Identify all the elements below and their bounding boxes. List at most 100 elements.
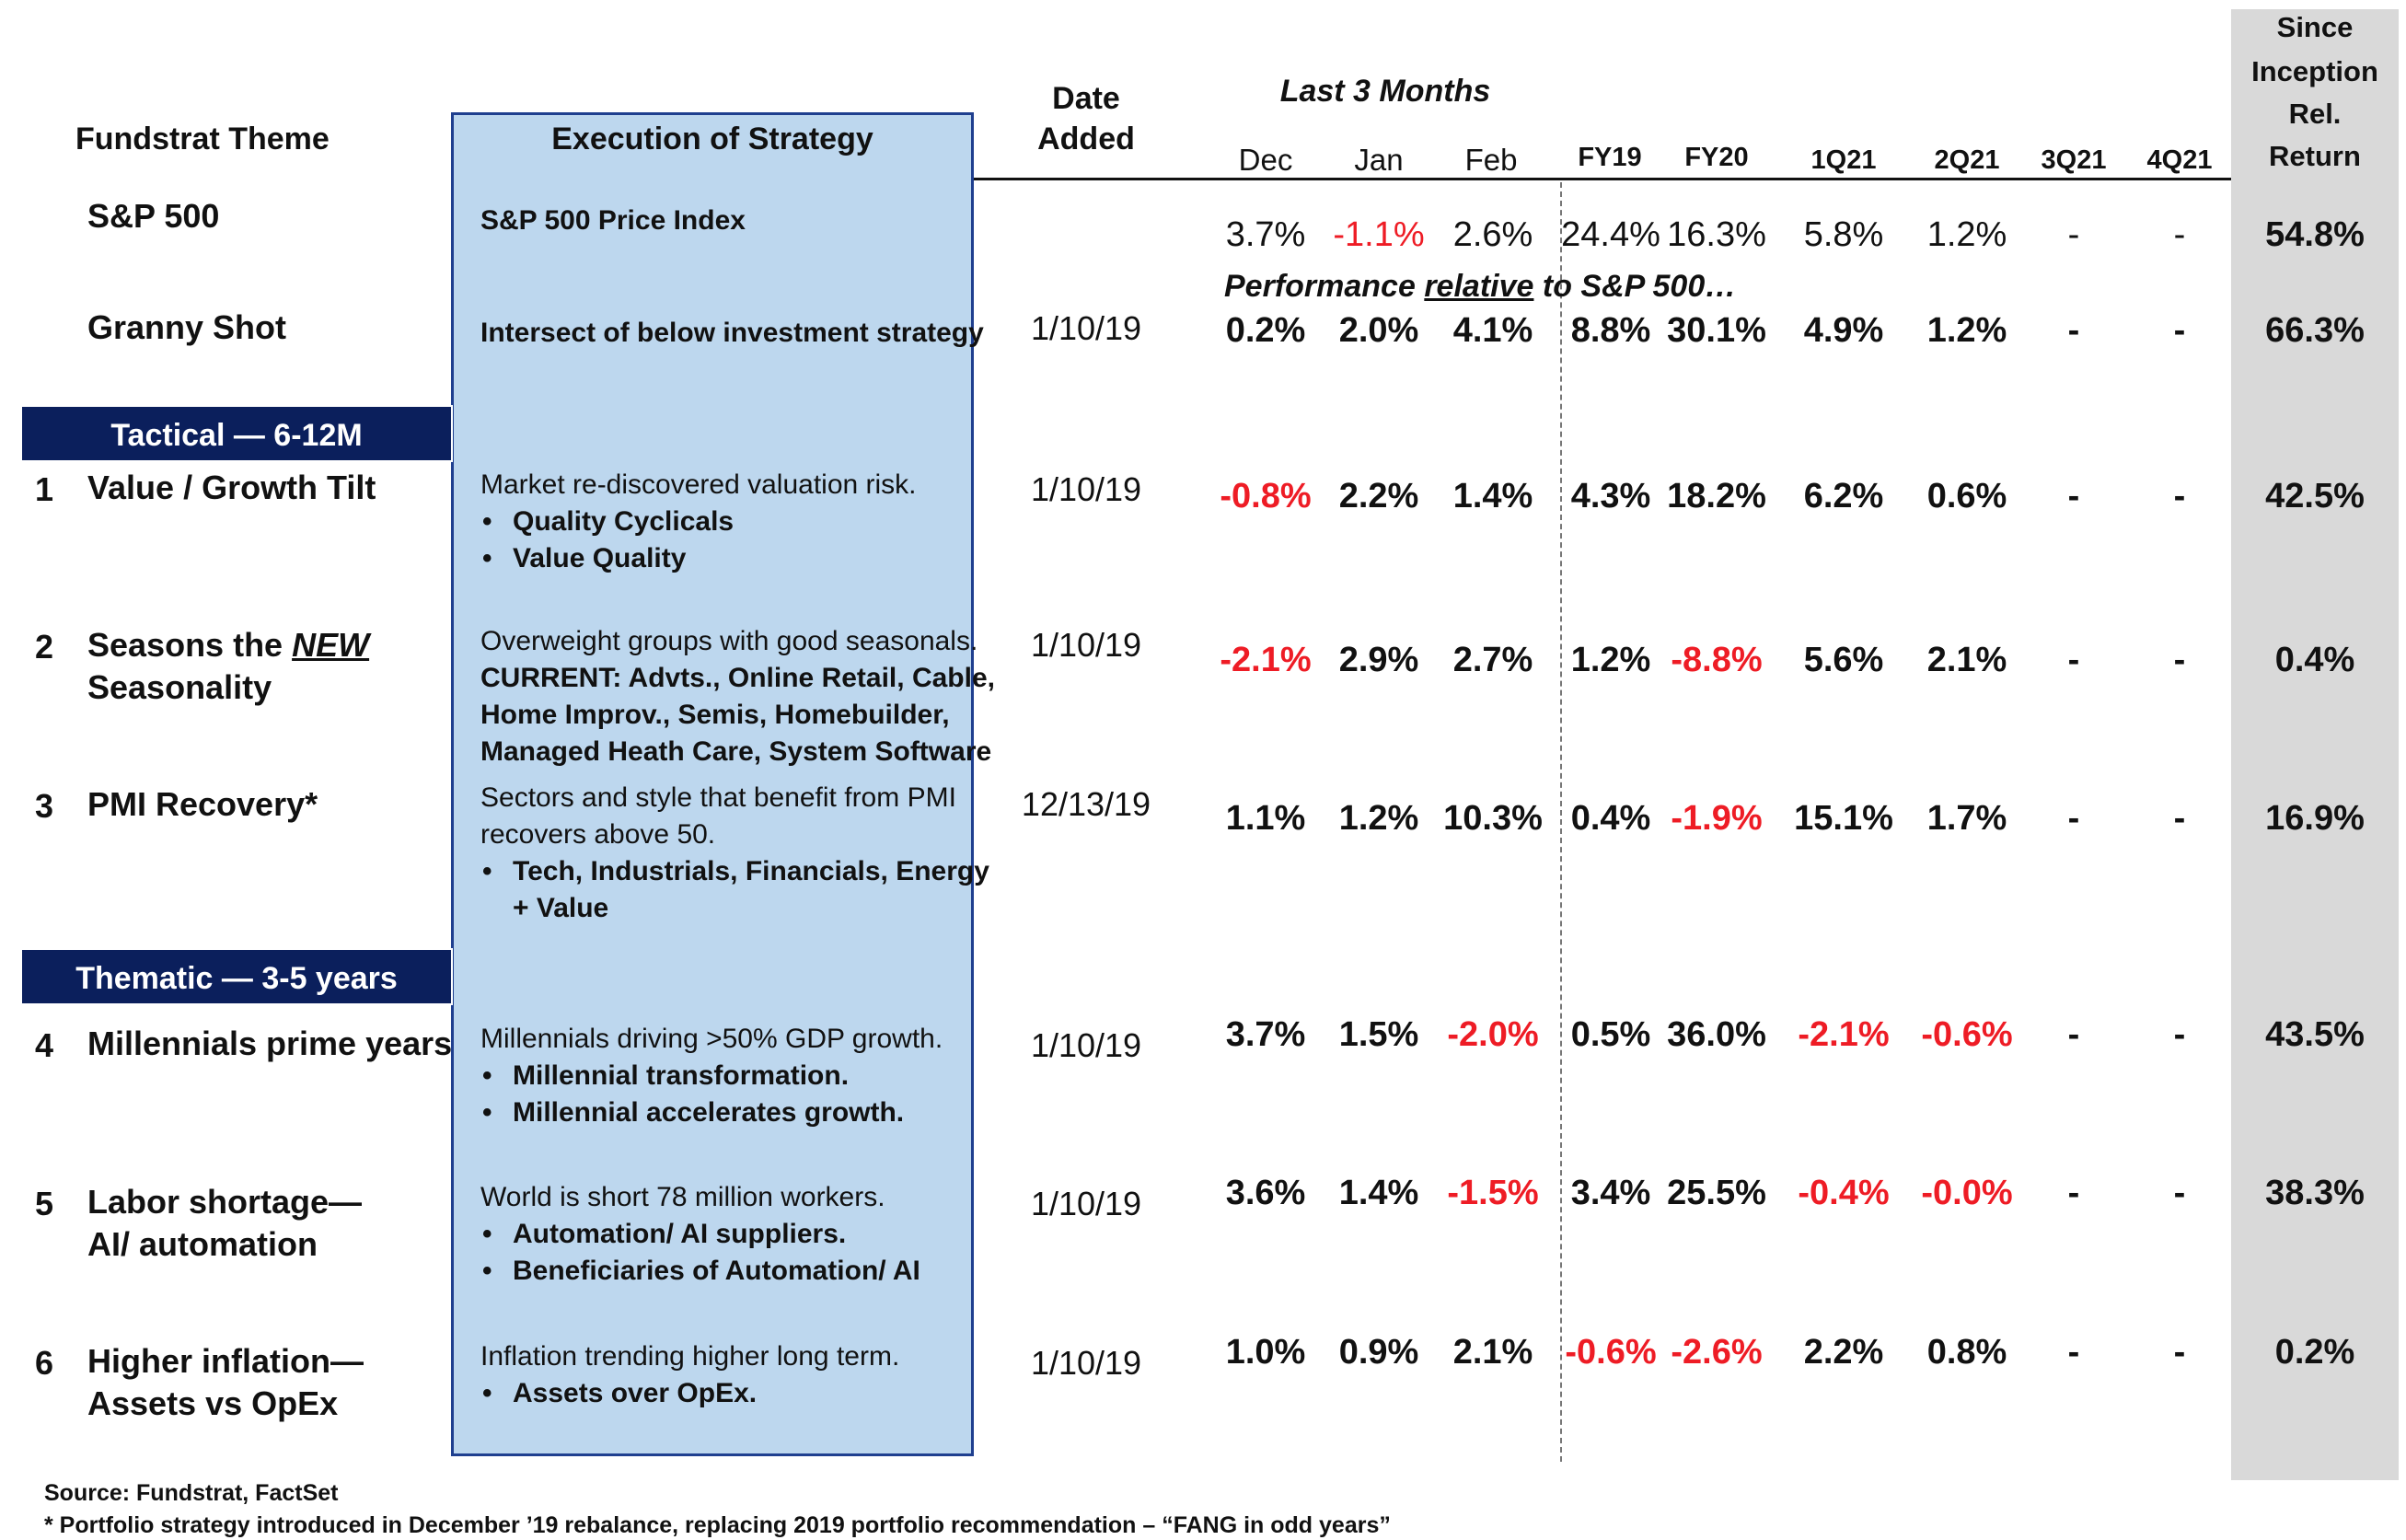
row4-date: 1/10/19: [1030, 1026, 1142, 1064]
row4-feb-value: -2.0%: [1447, 1015, 1539, 1054]
row3-1q21-value: 15.1%: [1794, 799, 1893, 838]
sp500-4q21-value: -: [2173, 215, 2186, 254]
row5-2q21-value: -0.0%: [1921, 1174, 2013, 1212]
row4-fy20-value: 36.0%: [1667, 1015, 1766, 1054]
row5-feb-value: -1.5%: [1447, 1174, 1539, 1212]
sp500-theme: S&P 500: [87, 197, 220, 235]
row3-date: 12/13/19: [1021, 785, 1151, 823]
row1-3q21-value: -: [2067, 477, 2080, 515]
row5-number: 5: [35, 1185, 54, 1222]
header-fy20: FY20: [1684, 143, 1749, 172]
note-prefix: Performance: [1224, 269, 1425, 304]
row1-feb-value: 1.4%: [1452, 477, 1533, 515]
sp500-dec-value: 3.7%: [1225, 215, 1306, 254]
row6-theme-line2: Assets vs OpEx: [87, 1384, 339, 1422]
row6-1q21-value: 2.2%: [1803, 1333, 1884, 1372]
row6-fy20-value: -2.6%: [1671, 1333, 1763, 1372]
row3-bullet-1: Tech, Industrials, Financials, Energy: [480, 853, 989, 890]
header-last-3-months: Last 3 Months: [1279, 74, 1491, 109]
header-execution-of-strategy: Execution of Strategy: [551, 122, 873, 156]
row2-feb-value: 2.7%: [1452, 641, 1533, 679]
row2-date: 1/10/19: [1030, 626, 1142, 664]
sp500-3q21-value: -: [2067, 215, 2080, 254]
row6-date: 1/10/19: [1030, 1344, 1142, 1382]
row6-dec-value: 1.0%: [1225, 1333, 1306, 1372]
row5-jan-value: 1.4%: [1338, 1174, 1419, 1212]
row5-dec-value: 3.6%: [1225, 1174, 1306, 1212]
row5-exec-intro: World is short 78 million workers.: [480, 1182, 885, 1212]
header-month-jan: Jan: [1354, 143, 1404, 177]
row1-date: 1/10/19: [1030, 470, 1142, 508]
row5-fy19-value: 3.4%: [1570, 1174, 1651, 1212]
sp500-2q21-value: 1.2%: [1926, 215, 2007, 254]
row1-fy20-value: 18.2%: [1667, 477, 1766, 515]
row3-3q21-value: -: [2067, 799, 2080, 838]
row6-feb-value: 2.1%: [1452, 1333, 1533, 1372]
row2-execution: Overweight groups with good seasonals. C…: [480, 623, 995, 770]
footer-note: * Portfolio strategy introduced in Decem…: [44, 1512, 1391, 1538]
granny-1q21-value: 4.9%: [1803, 311, 1884, 350]
row4-2q21-value: -0.6%: [1921, 1015, 2013, 1054]
row6-number: 6: [35, 1344, 54, 1382]
row4-4q21-value: -: [2173, 1015, 2186, 1054]
row1-4q21-value: -: [2173, 477, 2186, 515]
row5-bullet-1: Automation/ AI suppliers.: [480, 1216, 920, 1253]
row2-2q21-value: 2.1%: [1926, 641, 2007, 679]
row3-exec-intro-2: recovers above 50.: [480, 819, 716, 850]
row3-theme: PMI Recovery*: [87, 785, 318, 823]
row5-date: 1/10/19: [1030, 1185, 1142, 1222]
performance-relative-note: Performance relative to S&P 500…: [1224, 269, 1736, 305]
row4-execution: Millennials driving >50% GDP growth. Mil…: [480, 1021, 943, 1131]
row1-since: 42.5%: [2265, 477, 2365, 515]
row2-3q21-value: -: [2067, 641, 2080, 679]
granny-date: 1/10/19: [1030, 309, 1142, 347]
row3-execution: Sectors and style that benefit from PMI …: [480, 780, 989, 927]
row1-dec-value: -0.8%: [1220, 477, 1312, 515]
since-inception-column-bg: [2231, 9, 2399, 1480]
header-3q21: 3Q21: [2041, 145, 2107, 175]
row2-theme-line1: Seasons the NEW: [87, 624, 369, 666]
granny-feb-value: 4.1%: [1452, 311, 1533, 350]
row2-fy19-value: 1.2%: [1570, 641, 1651, 679]
granny-fy19-value: 8.8%: [1570, 311, 1651, 350]
row5-bullet-2: Beneficiaries of Automation/ AI: [480, 1253, 920, 1290]
header-rule: [974, 178, 2231, 180]
row6-theme: Higher inflation— Assets vs OpEx: [87, 1340, 364, 1425]
row3-fy19-value: 0.4%: [1570, 799, 1651, 838]
row5-execution: World is short 78 million workers. Autom…: [480, 1179, 920, 1290]
row2-exec-bold-2: Home Improv., Semis, Homebuilder,: [480, 700, 950, 730]
row2-theme-emph: NEW: [292, 626, 370, 664]
row6-jan-value: 0.9%: [1338, 1333, 1419, 1372]
banner-thematic: Thematic — 3-5 years: [20, 948, 453, 1005]
granny-since: 66.3%: [2265, 311, 2365, 350]
row1-1q21-value: 6.2%: [1803, 477, 1884, 515]
row3-bullet-1-cont: + Value: [513, 893, 609, 923]
header-since-line4: Return: [2269, 140, 2361, 172]
row1-theme: Value / Growth Tilt: [87, 469, 376, 506]
row3-4q21-value: -: [2173, 799, 2186, 838]
banner-tactical: Tactical — 6-12M: [20, 405, 453, 462]
row2-since: 0.4%: [2274, 641, 2355, 679]
row4-number: 4: [35, 1026, 54, 1064]
row4-bullet-1: Millennial transformation.: [480, 1058, 943, 1094]
row3-2q21-value: 1.7%: [1926, 799, 2007, 838]
sp500-execution: S&P 500 Price Index: [480, 205, 746, 236]
row5-theme-line2: AI/ automation: [87, 1225, 318, 1263]
header-fy19: FY19: [1578, 143, 1642, 172]
note-underlined: relative: [1424, 269, 1534, 304]
row4-fy19-value: 0.5%: [1570, 1015, 1651, 1054]
row1-execution: Market re-discovered valuation risk. Qua…: [480, 467, 917, 577]
row1-exec-intro: Market re-discovered valuation risk.: [480, 469, 917, 500]
header-fundstrat-theme: Fundstrat Theme: [75, 122, 330, 156]
note-suffix: to S&P 500…: [1533, 269, 1737, 304]
fy19-dashed-divider: [1560, 182, 1562, 1462]
granny-theme: Granny Shot: [87, 308, 287, 346]
row2-exec-intro: Overweight groups with good seasonals.: [480, 626, 978, 656]
granny-2q21-value: 1.2%: [1926, 311, 2007, 350]
row2-theme-line2: Seasonality: [87, 668, 272, 706]
row6-theme-line1: Higher inflation—: [87, 1342, 364, 1380]
row6-bullet-1: Assets over OpEx.: [480, 1375, 899, 1412]
row2-4q21-value: -: [2173, 641, 2186, 679]
row2-jan-value: 2.9%: [1338, 641, 1419, 679]
header-date-added-line1: Date: [1052, 81, 1120, 116]
